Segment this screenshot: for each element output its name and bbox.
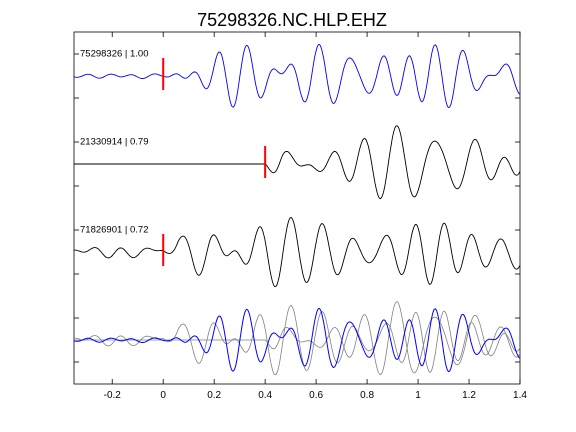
x-tick-label: 0.2 [207, 390, 221, 401]
x-tick-label: 0.4 [258, 390, 272, 401]
trace-line [74, 125, 521, 200]
plot-area: -0.2 0 0.2 0.4 0.6 0.8 1 1.2 1.4 75298326 | 1.00… [73, 31, 527, 401]
axes-frame [73, 31, 521, 385]
chart-title: 75298326.NC.HLP.EHZ [197, 10, 387, 30]
trace-line [74, 217, 521, 288]
x-tick-label: -0.2 [104, 390, 122, 401]
x-tick-label: 0.8 [360, 390, 374, 401]
x-tick-label: 0 [160, 390, 166, 401]
trace-label: 71826901 | 0.72 [80, 225, 149, 236]
trace-label: 21330914 | 0.79 [80, 137, 149, 148]
x-tick-label: 1 [415, 390, 421, 401]
overlay-trace-line [74, 305, 521, 376]
overlay-master-trace-line [73, 307, 521, 373]
y-axis [74, 53, 520, 363]
x-tick-label: 1.2 [462, 390, 476, 401]
trace-label: 75298326 | 1.00 [80, 49, 149, 60]
x-tick-label: 1.4 [513, 390, 527, 401]
trace-labels: 75298326 | 1.00 21330914 | 0.79 71826901 |… [80, 49, 149, 236]
traces [73, 43, 521, 376]
trace-line [73, 43, 521, 109]
x-tick-label: 0.6 [309, 390, 323, 401]
x-axis: -0.2 0 0.2 0.4 0.6 0.8 1 1.2 1.4 [104, 32, 527, 401]
